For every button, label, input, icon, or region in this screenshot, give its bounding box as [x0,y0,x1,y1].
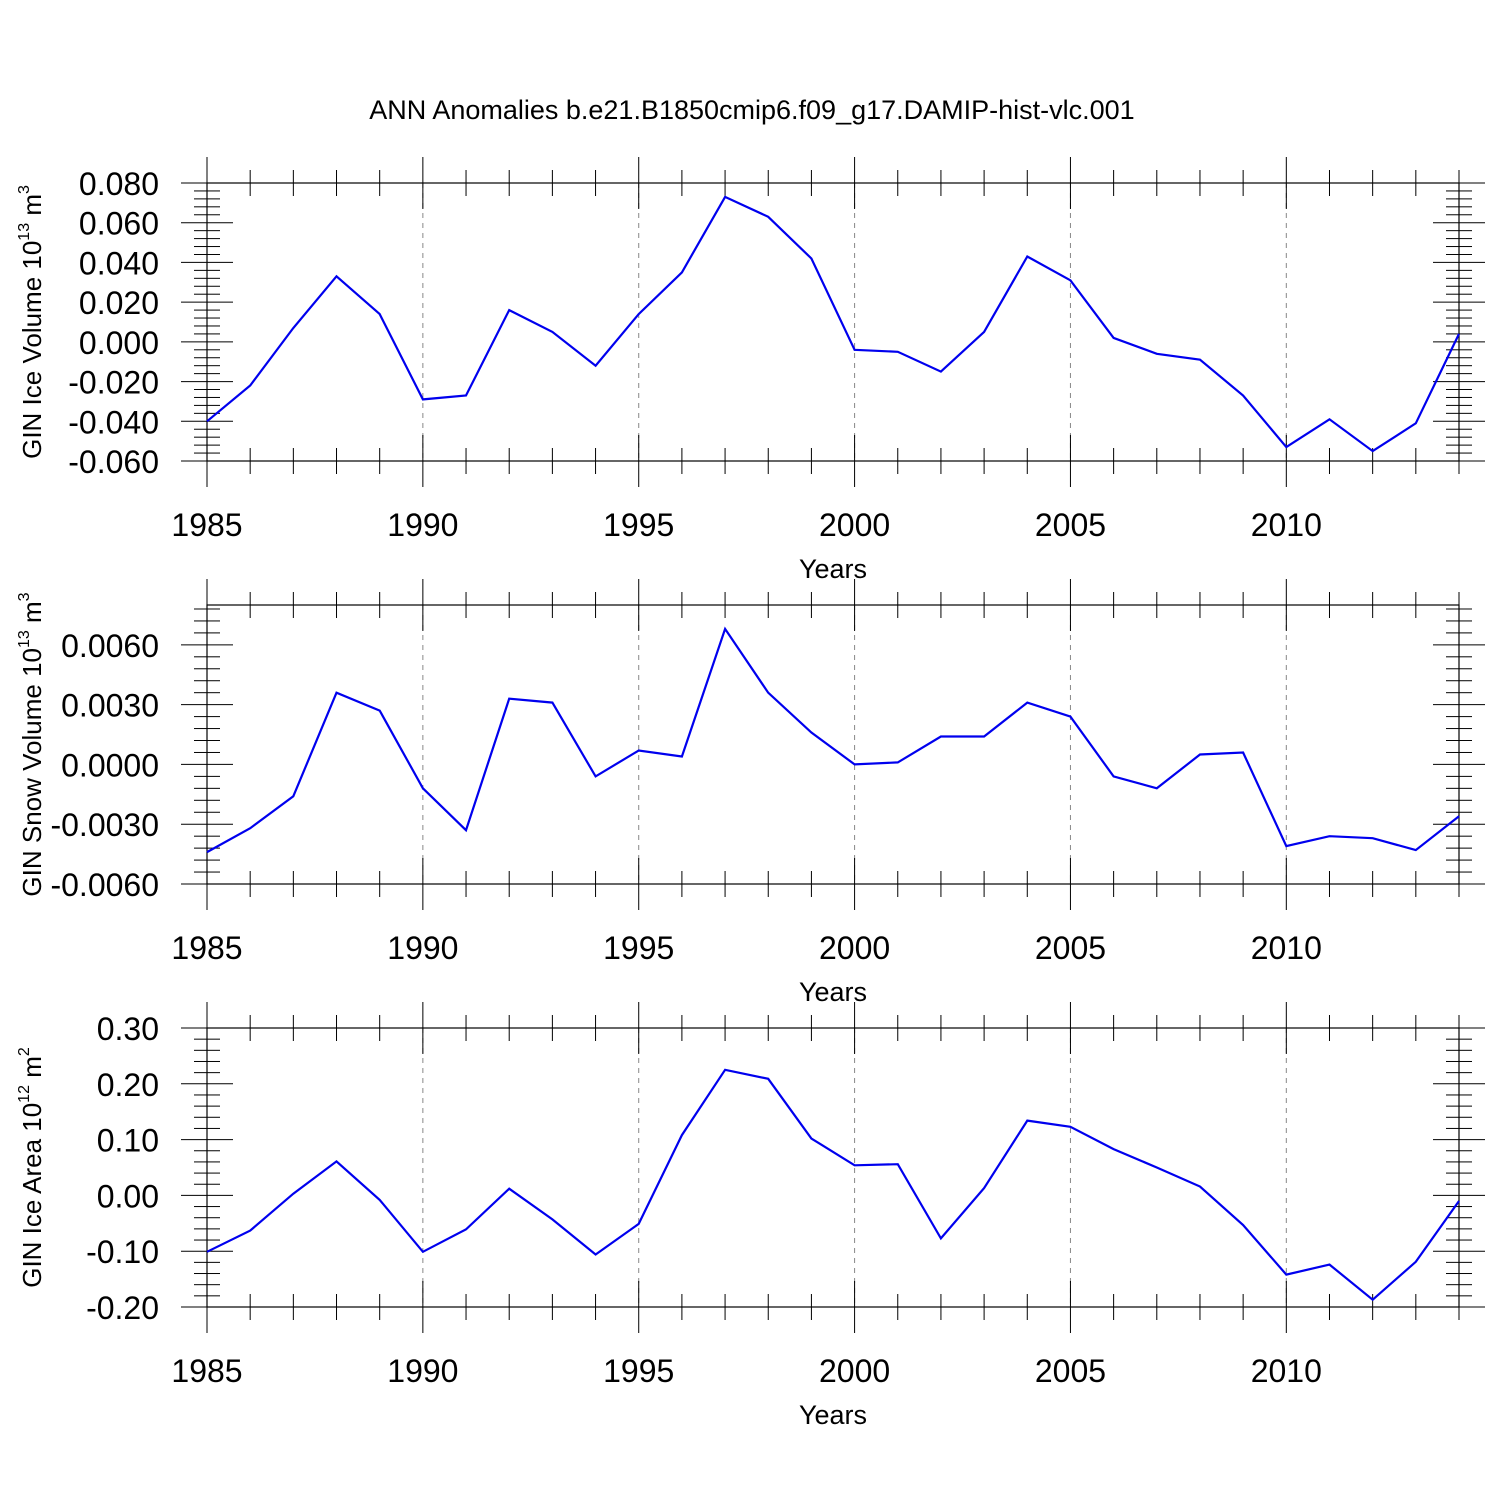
panel3-xtick-label: 2000 [819,1353,890,1389]
panel1-ytick-label: -0.040 [68,404,159,440]
panel3-y-axis-label: GIN Ice Area 1012 m2 [16,1047,47,1288]
chart-panel-2: -0.0060 -0.0030 0.0000 0.0030 0.0060 1985 1990… [16,579,1485,1007]
panel1-ytick-label: 0.060 [79,206,159,242]
panel3-x-axis-label: Years [799,1400,867,1430]
panel3-xtick-label: 2010 [1251,1353,1322,1389]
panel1-xtick-label: 2000 [819,507,890,543]
panel2-x-axis-label: Years [799,977,867,1007]
panel1-xtick-label: 1990 [387,507,458,543]
panel3-ytick-label: 0.20 [97,1067,159,1103]
panel3-ytick-label: 0.30 [97,1011,159,1047]
chart-panel-3: -0.20 -0.10 0.00 0.10 0.20 0.30 1985 1990 1995 20… [16,1002,1485,1430]
panel1-xtick-label: 2010 [1251,507,1322,543]
panel3-y-axis-label-unit: m [17,1056,47,1085]
panel1-ytick-label: -0.060 [68,444,159,480]
panel3-y-axis-label-exponent: 12 [16,1085,33,1103]
panel2-xtick-label: 1985 [171,930,242,966]
panel2-y-axis-label-unit-exponent: 3 [16,592,33,601]
panel1-xtick-label: 1995 [603,507,674,543]
panel2-ytick-label: 0.0060 [61,628,159,664]
panel2-ytick-label: 0.0030 [61,688,159,724]
panel1-ytick-label: 0.040 [79,245,159,281]
panel3-y-axis-label-unit-exponent: 2 [16,1047,33,1056]
panel3-y-axis-label-main: GIN Ice Area 10 [17,1103,47,1288]
panel2-y-axis-label-main: GIN Snow Volume 10 [17,648,47,897]
panel1-y-axis-label-exponent: 13 [16,223,33,241]
panel1-xtick-label: 2005 [1035,507,1106,543]
panel3-plot-frame [206,1027,1460,1308]
panel2-series-line-0 [206,626,1460,854]
panel2-y-axis-label-unit: m [17,601,47,630]
chart-title: ANN Anomalies b.e21.B1850cmip6.f09_g17.D… [369,95,1134,125]
panel3-xtick-label: 2005 [1035,1353,1106,1389]
panel3-xtick-label: 1995 [603,1353,674,1389]
panel3-xtick-label: 1990 [387,1353,458,1389]
panel1-y-axis-label: GIN Ice Volume 1013 m3 [16,185,47,459]
panel2-xtick-label: 1995 [603,930,674,966]
panel1-ytick-label: -0.020 [68,365,159,401]
panel2-y-axis-label: GIN Snow Volume 1013 m3 [16,592,47,896]
panel1-y-axis-label-main: GIN Ice Volume 10 [17,241,47,459]
panel2-ytick-label: -0.0030 [50,807,159,843]
panel2-xtick-label: 1990 [387,930,458,966]
panel3-series-line-0 [206,1068,1460,1302]
panel2-xtick-label: 2010 [1251,930,1322,966]
panel2-ytick-label: -0.0060 [50,867,159,903]
panel2-xtick-label: 2000 [819,930,890,966]
panel2-y-axis-label-exponent: 13 [16,630,33,648]
panel2-ytick-label: 0.0000 [61,747,159,783]
panel2-xtick-label: 2005 [1035,930,1106,966]
panel1-plot-frame [206,182,1460,462]
panel1-ytick-label: 0.080 [79,166,159,202]
panel1-y-axis-label-unit-exponent: 3 [16,185,33,194]
panel2-plot-frame [206,604,1460,885]
panel3-ytick-label: 0.10 [97,1123,159,1159]
panel1-ytick-label: 0.000 [79,325,159,361]
panel3-ytick-label: -0.20 [86,1290,159,1326]
panel3-xtick-label: 1985 [171,1353,242,1389]
panel1-y-axis-label-unit: m [17,194,47,223]
panel1-series-line-0 [206,195,1460,453]
panel1-ytick-label: 0.020 [79,285,159,321]
panel3-ytick-label: -0.10 [86,1234,159,1270]
panel1-x-axis-label: Years [799,554,867,584]
panel1-xtick-label: 1985 [171,507,242,543]
panel3-ytick-label: 0.00 [97,1178,159,1214]
